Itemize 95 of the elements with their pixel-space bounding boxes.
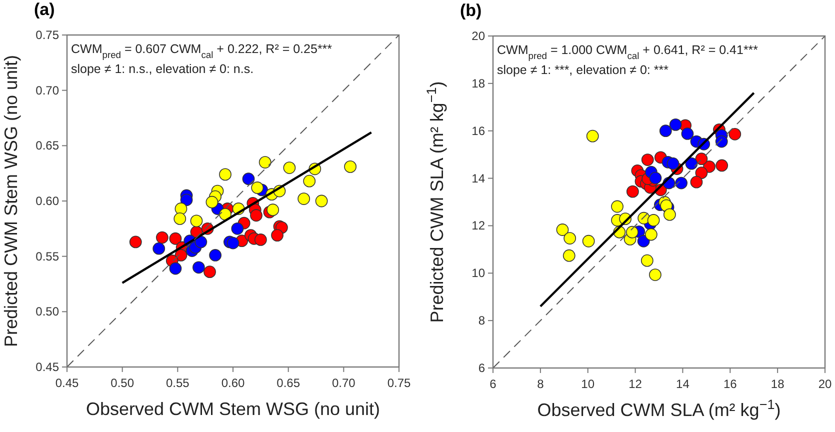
point — [129, 236, 142, 248]
y-tick-label: 16 — [472, 124, 486, 138]
x-tick-label: 10 — [581, 377, 595, 391]
point — [626, 226, 638, 238]
point — [169, 232, 182, 245]
point — [190, 214, 203, 228]
point — [266, 204, 280, 216]
point — [283, 162, 296, 174]
y-tick-label: 20 — [472, 29, 486, 43]
point — [715, 135, 728, 148]
annotation: slope ≠ 1: ***, elevation ≠ 0: *** — [497, 63, 669, 77]
point — [647, 214, 660, 226]
y-tick-label: 0.50 — [36, 304, 60, 319]
y-tick-label: 10 — [472, 266, 486, 280]
point — [582, 234, 595, 248]
point — [174, 212, 186, 225]
point — [209, 249, 222, 262]
point — [344, 160, 357, 173]
point — [204, 266, 216, 278]
point — [641, 154, 654, 166]
point — [644, 228, 658, 241]
point — [728, 128, 742, 140]
x-tick-label: 8 — [537, 377, 544, 391]
point — [251, 182, 264, 194]
annotation: slope ≠ 1: n.s., elevation ≠ 0: n.s. — [71, 62, 254, 76]
point — [564, 232, 576, 244]
x-tick-label: 16 — [723, 377, 738, 391]
point — [649, 172, 662, 184]
point — [675, 176, 688, 190]
point — [206, 196, 218, 208]
point — [669, 118, 682, 131]
x-tick-label: 12 — [628, 377, 642, 391]
point — [556, 224, 569, 236]
x-tick-label: 0.60 — [221, 376, 245, 390]
point — [315, 194, 328, 208]
y-tick-label: 0.55 — [36, 249, 60, 264]
point — [695, 166, 708, 180]
point — [716, 159, 728, 172]
point — [695, 152, 708, 166]
chart-title: (b) — [460, 1, 482, 20]
point — [152, 242, 166, 255]
point — [231, 222, 244, 235]
x-tick-label: 14 — [676, 377, 690, 391]
point — [611, 200, 624, 213]
x-tick-label: 6 — [490, 377, 497, 391]
y-tick-label: 6 — [478, 361, 486, 375]
y-tick-label: 0.45 — [36, 360, 60, 374]
x-tick-label: 0.55 — [166, 376, 190, 390]
point — [194, 236, 208, 248]
point — [258, 156, 272, 168]
point — [156, 231, 168, 244]
y-tick-label: 0.65 — [36, 138, 60, 153]
point — [169, 262, 182, 275]
point — [637, 234, 650, 248]
point — [640, 254, 654, 267]
point — [180, 194, 193, 206]
y-axis-title: Predicted CWM Stem WSG (no unit) — [1, 54, 21, 348]
point — [666, 157, 680, 170]
point — [681, 128, 694, 140]
point — [626, 185, 639, 198]
point — [649, 268, 662, 282]
y-tick-label: 0.75 — [36, 28, 60, 42]
chart-title: (a) — [34, 0, 55, 19]
point — [271, 229, 284, 242]
point — [562, 249, 576, 262]
x-axis-title: Observed CWM Stem WSG (no unit) — [86, 399, 380, 419]
annotation: CWM$_{pred}$ = 0.607 CWM$_{cal}$ + 0.222, R² = 0.25*** — [71, 42, 332, 60]
point — [586, 130, 599, 142]
y-tick-label: 8 — [478, 314, 486, 328]
x-tick-label: 0.65 — [276, 376, 300, 390]
point — [254, 234, 267, 246]
y-tick-label: 12 — [472, 218, 486, 233]
annotation: CWM$_{pred}$ = 1.000 CWM$_{cal}$ + 0.641, R² = 0.41*** — [497, 43, 758, 61]
point — [192, 261, 205, 274]
y-tick-label: 0.60 — [36, 194, 60, 208]
point — [298, 192, 310, 205]
point — [242, 172, 255, 186]
x-axis-title: Observed CWM SLA (m² kg$^{−1}$) — [537, 396, 781, 420]
x-tick-label: 0.70 — [332, 376, 356, 390]
point — [219, 168, 232, 181]
x-tick-label: 20 — [818, 377, 832, 391]
point — [659, 124, 672, 138]
y-tick-label: 0.70 — [36, 83, 60, 98]
y-tick-label: 14 — [472, 171, 486, 186]
point — [250, 209, 262, 222]
point — [663, 208, 676, 221]
x-tick-label: 18 — [770, 377, 785, 391]
point — [685, 157, 698, 170]
x-tick-label: 0.45 — [55, 376, 79, 390]
y-tick-label: 18 — [472, 76, 486, 90]
point — [226, 236, 240, 250]
point — [690, 176, 703, 188]
point — [303, 174, 316, 188]
x-tick-label: 0.75 — [387, 376, 411, 390]
x-tick-label: 0.50 — [110, 376, 134, 390]
